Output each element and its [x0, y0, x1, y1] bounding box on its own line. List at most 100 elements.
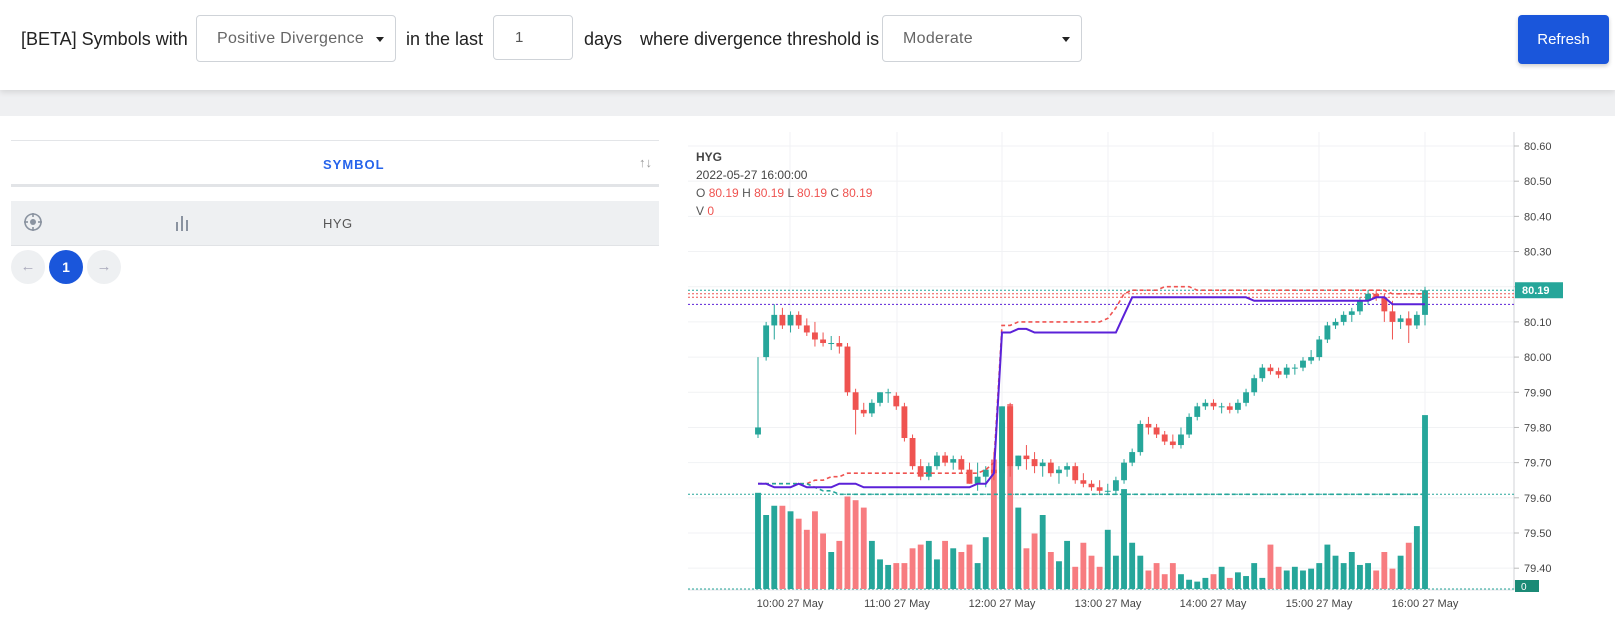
- volume-bar: [1064, 540, 1071, 589]
- divergence-type-select[interactable]: Positive Divergence: [196, 15, 396, 62]
- time-tick-label: 13:00 27 May: [1075, 598, 1142, 610]
- volume-bar: [1316, 563, 1323, 589]
- volume-bar: [779, 505, 786, 589]
- volume-bar: [917, 544, 924, 589]
- volume-bar: [1308, 568, 1315, 589]
- candle-body: [999, 406, 1005, 474]
- volume-bar: [942, 540, 949, 589]
- volume-bar: [950, 548, 957, 589]
- candle-body: [1056, 469, 1062, 474]
- volume-bar: [795, 518, 802, 589]
- candle-body: [1275, 371, 1282, 375]
- candle-body: [812, 332, 818, 340]
- volume-bar: [1153, 563, 1160, 589]
- candle-body: [1251, 378, 1258, 393]
- candle-body: [1218, 406, 1225, 408]
- time-tick-label: 10:00 27 May: [757, 598, 824, 610]
- volume-bar: [1121, 489, 1127, 589]
- volume-bar: [1413, 526, 1420, 589]
- candle-body: [1373, 293, 1380, 298]
- chevron-down-icon: [376, 37, 384, 42]
- candle-body: [1153, 427, 1160, 435]
- threshold-value: Moderate: [903, 30, 973, 47]
- volume-bar: [787, 511, 794, 589]
- volume-bar: [1129, 542, 1136, 589]
- days-input[interactable]: 1: [493, 15, 573, 60]
- volume-bar: [1381, 552, 1388, 589]
- candle-body: [1413, 314, 1420, 326]
- volume-bar: [1251, 563, 1258, 589]
- legend-low: 80.19: [797, 186, 828, 200]
- candle-body: [974, 476, 981, 484]
- price-chart[interactable]: 80.6080.5080.4080.3080.2080.1080.0079.90…: [688, 132, 1615, 638]
- filter-bar: [BETA] Symbols with Positive Divergence …: [0, 0, 1615, 90]
- candle-body: [1112, 480, 1119, 491]
- next-page-button[interactable]: →: [87, 250, 121, 284]
- candle-body: [820, 339, 827, 344]
- volume-bar: [820, 533, 827, 589]
- volume-bar: [1210, 574, 1217, 589]
- candle-body: [1316, 339, 1323, 358]
- candle-body: [1161, 434, 1168, 442]
- candle-body: [755, 427, 761, 435]
- refresh-button[interactable]: Refresh: [1518, 15, 1609, 64]
- candle-body: [1340, 314, 1347, 322]
- divider-band: [0, 90, 1615, 116]
- divergence-type-value: Positive Divergence: [217, 30, 365, 47]
- volume-bar: [1275, 566, 1282, 589]
- candle-body: [1007, 406, 1014, 467]
- candle-body: [1291, 367, 1298, 369]
- candle-body: [1365, 293, 1371, 301]
- candle-body: [950, 459, 957, 463]
- volume-bar: [1145, 570, 1152, 589]
- volume-bar: [860, 507, 867, 589]
- volume-bar: [1072, 566, 1079, 589]
- legend-o-label: O: [696, 186, 706, 200]
- bar-chart-icon[interactable]: [174, 214, 190, 237]
- legend-volume: V 0: [696, 202, 872, 220]
- volume-bar: [1267, 544, 1274, 589]
- legend-h-label: H: [742, 186, 751, 200]
- symbol-column-header[interactable]: SYMBOL: [323, 157, 385, 172]
- volume-bar: [1234, 572, 1241, 589]
- candle-body: [1405, 318, 1412, 326]
- price-tick-label: 80.30: [1524, 247, 1552, 259]
- price-tick-label: 80.40: [1524, 211, 1552, 223]
- candle-body: [1389, 311, 1396, 322]
- candle-body: [1088, 483, 1095, 488]
- threshold-select[interactable]: Moderate: [882, 15, 1082, 62]
- days-input-value: 1: [515, 29, 524, 46]
- volume-bar: [1047, 552, 1054, 589]
- prev-page-button[interactable]: ←: [11, 250, 45, 284]
- volume-bar: [1324, 544, 1331, 589]
- candle-body: [1137, 423, 1144, 453]
- candle-body: [868, 402, 875, 414]
- sort-icon[interactable]: ↑↓: [639, 155, 652, 170]
- candle-body: [901, 406, 908, 439]
- candle-body: [893, 395, 900, 407]
- volume-bar: [999, 422, 1005, 589]
- volume-bar: [1300, 570, 1306, 589]
- volume-bar: [909, 548, 916, 589]
- candle-body: [1015, 455, 1022, 467]
- volume-bar: [868, 540, 875, 589]
- volume-bar: [982, 537, 989, 589]
- volume-bar: [974, 563, 981, 589]
- price-tick-label: 80.60: [1524, 141, 1552, 153]
- candle-body: [763, 325, 770, 358]
- page-1-button[interactable]: 1: [49, 250, 83, 284]
- volume-bar: [1186, 579, 1193, 589]
- candle-body: [836, 343, 843, 347]
- volume-bar: [1015, 507, 1022, 589]
- volume-bar: [1031, 533, 1038, 589]
- crosshair-icon[interactable]: [23, 212, 43, 237]
- candle-body: [885, 392, 892, 394]
- volume-bar: [803, 529, 810, 589]
- candle-body: [852, 392, 859, 410]
- candle-body: [771, 314, 778, 326]
- candle-body: [909, 438, 916, 467]
- legend-high: 80.19: [754, 186, 785, 200]
- candle-body: [779, 314, 786, 326]
- days-label: days: [584, 29, 623, 49]
- table-row[interactable]: HYG: [11, 201, 659, 246]
